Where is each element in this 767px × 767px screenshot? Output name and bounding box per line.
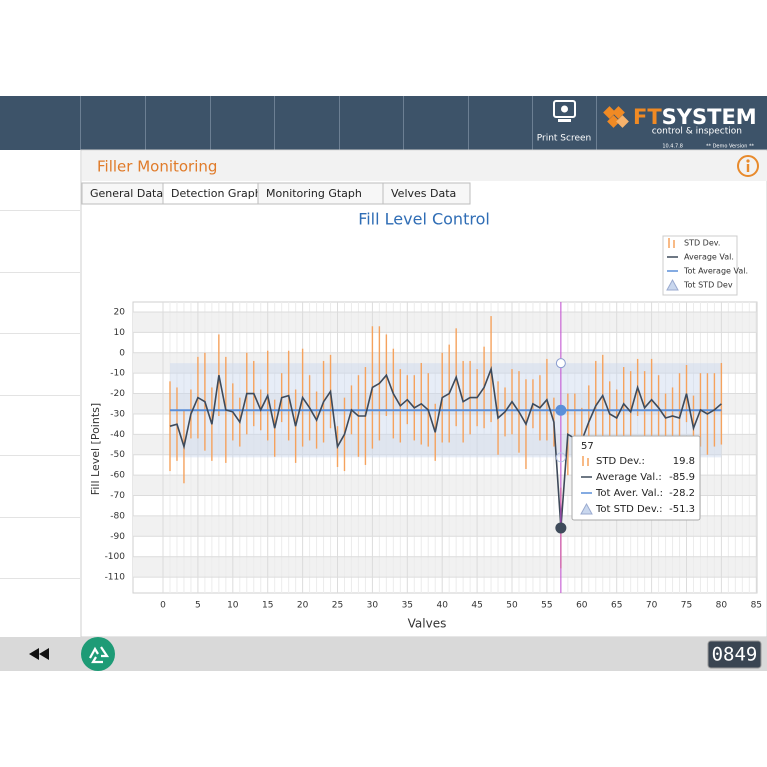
logo-edition: ** Demo Version ** [706,144,755,150]
tooltip-label: Average Val.: [596,472,662,483]
tab-label: Detection Graph [171,187,262,200]
x-tick-label: 10 [227,601,239,611]
tooltip-value: -51.3 [669,504,695,515]
y-tick-label: -90 [110,532,125,542]
tooltip-label: STD Dev.: [596,456,645,467]
tooltip-box [571,435,701,521]
logo-brand-a: FT [633,105,662,129]
x-tick-label: 85 [751,601,762,611]
recycle-button[interactable] [81,637,115,671]
legend-label: Average Val. [684,253,734,262]
info-button[interactable] [737,155,759,177]
tooltip-title: 57 [581,441,594,452]
x-tick-label: 80 [716,601,728,611]
tab[interactable]: Velves Data [382,182,471,205]
tooltip-label: Tot Aver. Val.: [595,488,663,499]
tooltip-value: -28.2 [669,488,695,499]
info-dot [746,159,750,163]
x-tick-label: 0 [160,601,166,611]
x-tick-label: 60 [576,601,588,611]
average-marker [555,522,567,534]
x-tick-label: 5 [195,601,201,611]
y-tick-label: -10 [110,369,125,379]
y-tick-label: -110 [105,573,126,583]
back-arrow [39,648,49,660]
logo-tagline: control & inspection [652,127,742,137]
recycle-arrows [89,646,110,664]
back-arrow [29,648,39,660]
logo-version: 10.4.7.8 [662,144,683,150]
clock: 0849 [712,644,758,666]
y-tick-label: -30 [110,409,125,419]
clock-box [707,640,762,669]
tab[interactable]: Detection Graph [162,182,262,205]
panel-title: Filler Monitoring [97,158,217,176]
tab-box [382,182,471,205]
print-icon-base [558,119,571,122]
x-tick-label: 15 [262,601,273,611]
print-screen-button[interactable]: Print Screen [537,100,592,144]
info-stem [746,164,750,172]
legend-label: Tot Average Val. [683,267,748,276]
tooltip-label: Tot STD Dev.: [595,504,663,515]
logo-brand-b: SYSTEM [662,105,757,129]
x-tick-label: 50 [506,601,518,611]
header-cells [80,96,597,150]
info-ring [737,155,759,177]
y-tick-label: 10 [114,328,126,338]
y-tick-label: 0 [119,348,125,358]
y-tick-label: -100 [105,552,126,562]
tab-label: Velves Data [391,187,456,200]
x-tick-label: 70 [646,601,658,611]
x-tick-label: 30 [367,601,379,611]
x-tick-label: 40 [436,601,448,611]
legend-label: STD Dev. [684,239,720,248]
legend-swatch [666,278,679,291]
x-tick-label: 35 [402,601,413,611]
y-tick-label: 20 [114,307,126,317]
tab[interactable]: General Data [81,182,164,205]
legend: STD Dev. Average Val. Tot Average Val. Tot … [662,235,748,296]
y-axis-label: Fill Level [Points] [89,403,102,495]
print-icon [553,100,576,118]
tooltip-value: -85.9 [669,472,695,483]
y-tick-label: -70 [110,491,125,501]
tab-label: Monitoring Gtaph [266,187,362,200]
logo-wordmark: FTSYSTEM [633,105,757,129]
back-button[interactable] [29,648,49,660]
average-line [169,365,722,528]
stripe [133,556,757,578]
legend-swatch [580,502,593,515]
print-screen-label: Print Screen [537,134,592,144]
x-tick-label: 65 [611,601,622,611]
panel-head [82,151,767,181]
band-bottom-marker [555,452,566,463]
print-icon-lens [561,105,568,113]
tab[interactable]: Monitoring Gtaph [257,182,384,205]
footer-bar [0,637,767,671]
y-tick-label: -20 [110,389,125,399]
y-tick-label: -50 [110,450,125,460]
x-tick-label: 45 [471,601,482,611]
y-tick-label: -80 [110,511,125,521]
chart-title: Fill Level Control [358,210,490,229]
stripe [133,311,757,333]
y-tick-label: -40 [110,430,125,440]
x-tick-label: 55 [541,601,552,611]
x-tick-label: 25 [332,601,343,611]
x-tick-label: 20 [297,601,309,611]
band-top-marker [555,358,566,369]
x-axis-label: Valves [408,617,447,631]
tooltip-value: 19.8 [673,456,695,467]
y-tick-label: -60 [110,471,125,481]
x-tick-label: 75 [681,601,692,611]
legend-label: Tot STD Dev [683,281,733,290]
header-bar [0,96,767,150]
tot-average-marker [555,404,567,416]
tab-label: General Data [90,187,163,200]
sidebar-rows [0,210,80,579]
